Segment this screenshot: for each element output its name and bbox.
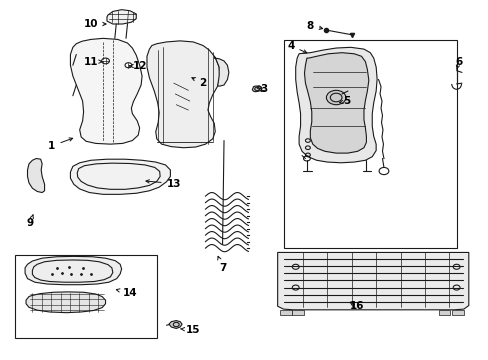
Polygon shape — [252, 86, 261, 92]
Polygon shape — [168, 320, 182, 328]
Polygon shape — [26, 292, 105, 313]
Text: 12: 12 — [129, 61, 146, 71]
Polygon shape — [107, 10, 136, 24]
Text: 14: 14 — [116, 288, 137, 298]
Bar — [451, 310, 463, 315]
Bar — [438, 310, 449, 315]
Bar — [15, 255, 157, 338]
Polygon shape — [147, 41, 220, 148]
Bar — [292, 310, 304, 315]
Text: 10: 10 — [83, 19, 106, 29]
Text: 16: 16 — [349, 301, 363, 311]
Bar — [283, 40, 456, 248]
Text: 3: 3 — [260, 84, 267, 94]
Text: 15: 15 — [180, 325, 200, 335]
Polygon shape — [304, 53, 368, 153]
Polygon shape — [277, 252, 468, 310]
Ellipse shape — [102, 58, 109, 64]
Polygon shape — [27, 158, 44, 193]
Text: 1: 1 — [48, 138, 73, 151]
Text: 5: 5 — [339, 96, 350, 106]
Text: 6: 6 — [454, 57, 462, 69]
Text: 7: 7 — [217, 256, 226, 273]
Text: 11: 11 — [83, 57, 102, 67]
Text: 4: 4 — [286, 41, 306, 53]
Polygon shape — [214, 57, 228, 86]
Text: 13: 13 — [145, 179, 181, 189]
Polygon shape — [295, 47, 376, 163]
Text: 2: 2 — [191, 78, 206, 88]
Text: 9: 9 — [26, 215, 34, 228]
Ellipse shape — [326, 90, 345, 105]
Polygon shape — [70, 39, 142, 144]
Text: 8: 8 — [306, 21, 322, 31]
Bar — [280, 310, 291, 315]
Ellipse shape — [125, 63, 132, 68]
Polygon shape — [70, 159, 170, 194]
Polygon shape — [25, 256, 122, 285]
